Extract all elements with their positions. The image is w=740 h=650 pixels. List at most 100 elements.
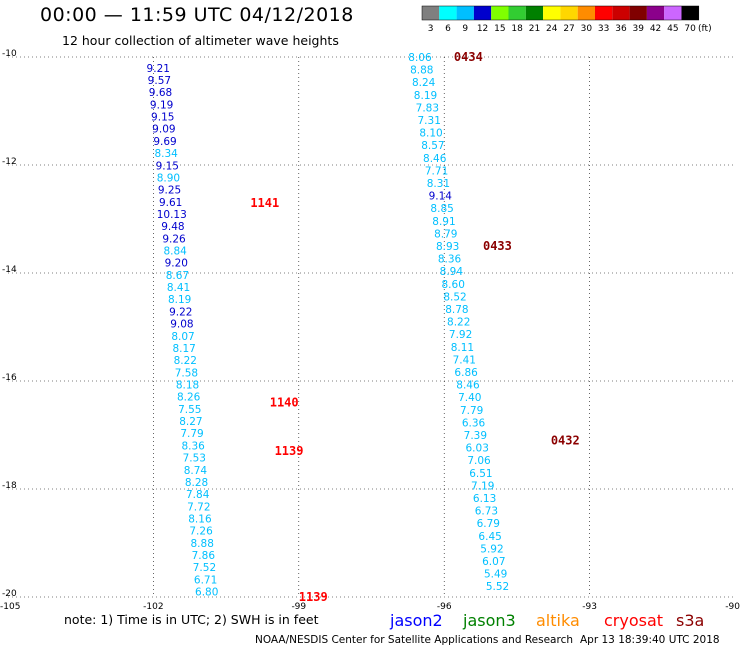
time-label: 0432 — [551, 433, 580, 447]
x-tick-label: -99 — [291, 602, 306, 612]
wave-height-value: 7.53 — [183, 453, 206, 465]
wave-height-value: 7.86 — [192, 550, 216, 562]
wave-height-value: 8.41 — [167, 282, 190, 294]
wave-height-value: 8.22 — [447, 317, 470, 329]
wave-height-value: 8.67 — [166, 270, 189, 282]
wave-height-value: 10.13 — [157, 209, 187, 221]
scale-label: 30 — [581, 24, 593, 34]
wave-height-value: 8.84 — [163, 246, 187, 258]
wave-height-value: 6.45 — [478, 531, 501, 543]
wave-height-value: 6.86 — [454, 367, 478, 379]
wave-height-value: 6.73 — [475, 506, 498, 518]
x-tick-label: -90 — [725, 602, 740, 612]
wave-height-value: 9.61 — [159, 197, 182, 209]
color-scale: 3 6 9 12 15 18 21 24 27 30 33 36 39 42 45 70 (ft) — [421, 5, 712, 34]
legend-item-jason3: jason3 — [462, 611, 516, 630]
wave-height-value: 8.19 — [414, 90, 437, 102]
scale-swatch — [456, 6, 474, 20]
y-tick-label: -20 — [2, 589, 17, 599]
scale-swatch — [612, 6, 630, 20]
scale-label: 27 — [563, 24, 574, 34]
scale-label: 24 — [546, 24, 558, 34]
legend-item-altika: altika — [536, 611, 580, 630]
scale-swatch — [577, 6, 595, 20]
wave-height-value: 9.08 — [170, 319, 193, 331]
scale-label: 36 — [615, 24, 627, 34]
grid — [8, 56, 735, 598]
scale-label: 33 — [598, 24, 609, 34]
data-marks: 9.219.579.689.199.159.099.698.349.158.90… — [147, 50, 580, 604]
wave-height-value: 7.39 — [464, 430, 487, 442]
scale-swatch — [525, 6, 544, 20]
wave-height-value: 8.22 — [174, 355, 197, 367]
wave-height-value: 8.93 — [436, 241, 459, 253]
wave-height-value: 6.07 — [482, 556, 505, 568]
scale-swatch — [681, 6, 699, 20]
time-label: 1139 — [275, 444, 304, 458]
wave-height-value: 8.11 — [451, 342, 474, 354]
wave-height-value: 8.46 — [456, 380, 480, 392]
chart-subtitle: 12 hour collection of altimeter wave hei… — [62, 33, 339, 48]
scale-label: 45 — [667, 24, 678, 34]
wave-height-value: 8.91 — [432, 216, 455, 228]
wave-height-value: 8.18 — [176, 380, 199, 392]
wave-height-value: 8.26 — [177, 392, 201, 404]
wave-height-value: 7.83 — [416, 102, 439, 114]
time-label: 1141 — [250, 196, 279, 210]
wave-height-value: 9.19 — [150, 99, 173, 111]
wave-height-value: 8.16 — [188, 514, 212, 526]
scale-label: 42 — [650, 24, 661, 34]
wave-height-value: 5.92 — [480, 543, 503, 555]
y-tick-label: -16 — [2, 373, 17, 383]
wave-height-value: 8.19 — [168, 294, 191, 306]
wave-height-value: 8.88 — [191, 538, 214, 550]
wave-height-value: 9.20 — [165, 258, 188, 270]
footer-timestamp: Apr 13 18:39:40 UTC 2018 — [580, 634, 720, 646]
y-tick-label: -14 — [2, 265, 17, 275]
wave-height-value: 6.71 — [194, 574, 217, 586]
wave-height-value: 8.36 — [438, 254, 462, 266]
scale-swatch — [664, 6, 682, 20]
wave-height-value: 9.69 — [153, 136, 176, 148]
legend: jason2 jason3 altika cryosat s3a — [389, 611, 704, 630]
wave-height-value: 8.90 — [157, 172, 180, 184]
wave-height-value: 9.21 — [147, 63, 170, 75]
scale-label: 3 — [428, 24, 434, 34]
legend-item-cryosat: cryosat — [604, 611, 663, 630]
time-label: 0434 — [454, 50, 483, 64]
scale-swatch — [422, 6, 440, 20]
wave-height-value: 8.27 — [179, 416, 202, 428]
scale-label: 21 — [529, 24, 540, 34]
wave-height-value: 8.07 — [171, 331, 194, 343]
x-tick-label: -102 — [143, 602, 163, 612]
wave-height-value: 8.60 — [442, 279, 465, 291]
wave-height-value: 7.41 — [453, 354, 476, 366]
wave-height-value: 7.26 — [189, 526, 213, 538]
scale-label: 18 — [511, 24, 523, 34]
y-tick-label: -10 — [2, 49, 17, 59]
wave-height-value: 7.71 — [425, 165, 448, 177]
wave-height-value: 7.79 — [180, 428, 203, 440]
wave-height-value: 9.26 — [162, 233, 186, 245]
wave-height-value: 9.15 — [151, 112, 174, 124]
scale-swatch — [560, 6, 578, 20]
wave-height-value: 7.19 — [471, 480, 494, 492]
wave-height-value: 7.52 — [193, 562, 216, 574]
y-tick-label: -12 — [2, 157, 17, 167]
wave-height-value: 9.57 — [148, 75, 171, 87]
x-tick-label: -105 — [0, 602, 20, 612]
x-tick-label: -93 — [582, 602, 597, 612]
wave-height-value: 9.09 — [152, 124, 175, 136]
scale-swatch — [646, 6, 665, 20]
wave-height-value: 9.48 — [161, 221, 184, 233]
wave-height-value: 5.49 — [484, 569, 507, 581]
time-label: 1139 — [299, 590, 328, 604]
chart-title: 00:00 — 11:59 UTC 04/12/2018 — [40, 4, 354, 26]
legend-item-jason2: jason2 — [389, 611, 443, 630]
wave-height-value: 8.88 — [410, 65, 433, 77]
scale-label: (ft) — [698, 24, 712, 34]
wave-height-value: 8.78 — [445, 304, 468, 316]
wave-height-value: 8.36 — [181, 440, 205, 452]
wave-height-value: 7.40 — [458, 392, 481, 404]
scale-label: 70 — [684, 24, 696, 34]
